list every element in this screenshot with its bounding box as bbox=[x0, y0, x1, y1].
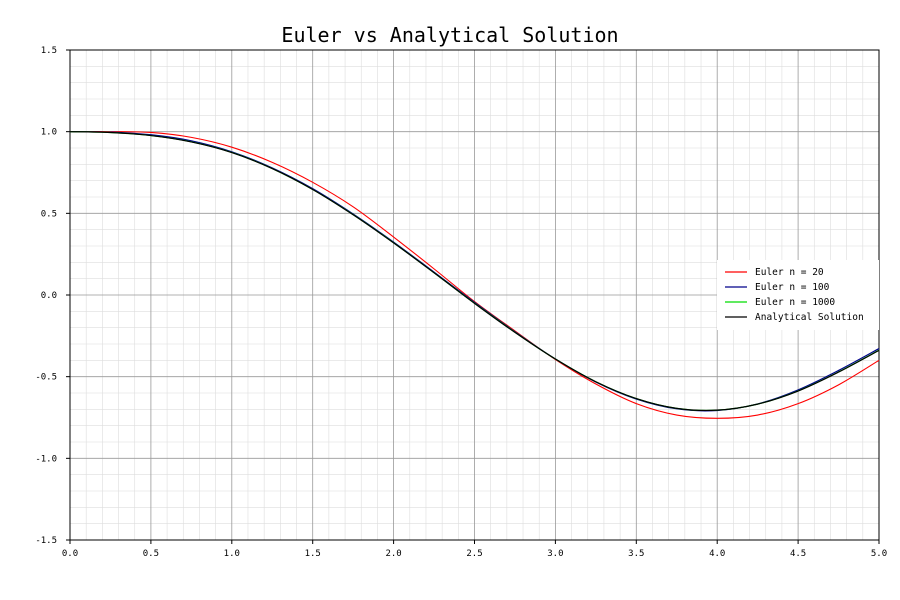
y-tick-label: -0.5 bbox=[35, 373, 57, 383]
y-tick-label: 1.5 bbox=[41, 46, 57, 56]
y-tick-label: 0.5 bbox=[41, 209, 57, 219]
legend-label: Euler n = 100 bbox=[755, 282, 830, 293]
x-tick-label: 3.0 bbox=[547, 549, 563, 559]
series-line-3 bbox=[69, 131, 880, 412]
x-tick-label: 4.0 bbox=[709, 549, 725, 559]
legend-label: Analytical Solution bbox=[755, 312, 864, 323]
y-tick-label: 0.0 bbox=[41, 291, 57, 301]
y-tick-label: 1.0 bbox=[41, 128, 57, 138]
y-tick-label: -1.5 bbox=[35, 536, 57, 546]
x-tick-label: 1.0 bbox=[224, 549, 240, 559]
y-tick-label: -1.0 bbox=[35, 454, 57, 464]
legend: Euler n = 20 Euler n = 100 Euler n = 1000 A… bbox=[717, 260, 879, 330]
x-tick-label: 0.5 bbox=[143, 549, 159, 559]
legend-label: Euler n = 20 bbox=[755, 267, 824, 278]
x-tick-label: 2.0 bbox=[385, 549, 401, 559]
x-tick-label: 5.0 bbox=[871, 549, 887, 559]
series-line-0 bbox=[69, 131, 880, 419]
y-axis-ticks: 1.5 1.0 0.5 0.0 -0.5 -1.0 -1.5 bbox=[35, 46, 70, 546]
legend-label: Euler n = 1000 bbox=[755, 297, 835, 308]
chart-title: Euler vs Analytical Solution bbox=[281, 23, 618, 47]
x-tick-label: 3.5 bbox=[628, 549, 644, 559]
x-tick-label: 4.5 bbox=[790, 549, 806, 559]
series-lines bbox=[69, 131, 880, 419]
x-axis-ticks: 0.0 0.5 1.0 1.5 2.0 2.5 3.0 3.5 4.0 4.5 5.0 bbox=[62, 540, 887, 559]
x-tick-label: 2.5 bbox=[466, 549, 482, 559]
x-tick-label: 1.5 bbox=[305, 549, 321, 559]
x-tick-label: 0.0 bbox=[62, 549, 78, 559]
